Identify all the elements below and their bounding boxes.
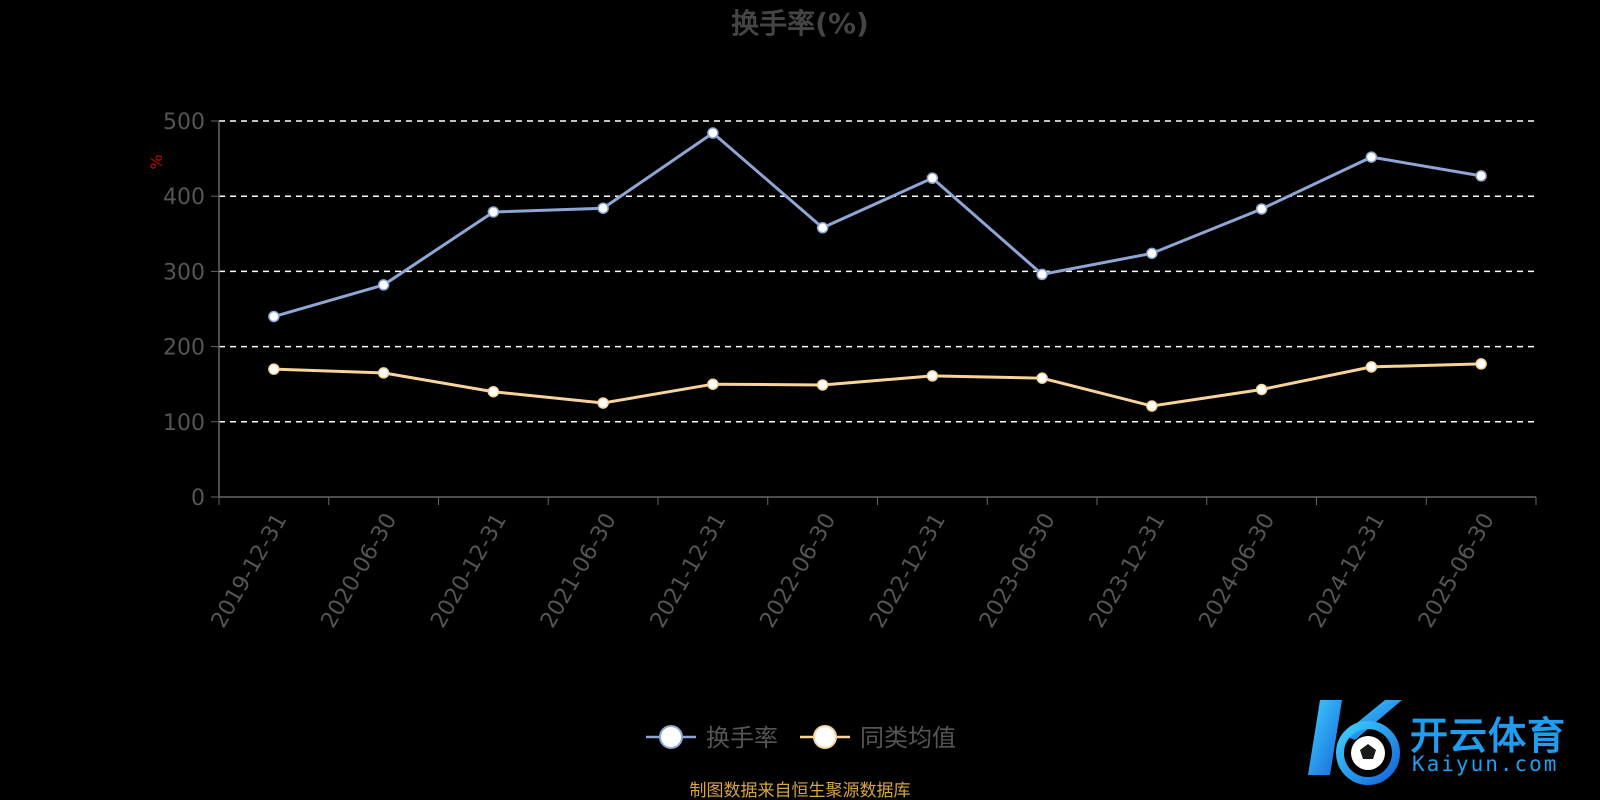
data-point xyxy=(1365,151,1378,163)
x-tick-label: 2025-06-30 xyxy=(1414,509,1500,632)
legend-item-0[interactable]: 换手率 xyxy=(646,724,778,752)
data-point xyxy=(707,378,719,390)
gridlines xyxy=(219,120,1536,423)
y-tick-label-100: 100 xyxy=(163,411,205,436)
data-point xyxy=(1255,383,1268,396)
logo-text-en: Kaiyun.com xyxy=(1412,752,1559,776)
series-lines xyxy=(268,127,1487,412)
data-point xyxy=(1365,361,1378,373)
kaiyun-logo: 开云体育 Kaiyun.com xyxy=(1300,695,1590,790)
series-line-0 xyxy=(273,131,1482,318)
series-0 xyxy=(268,127,1487,323)
data-point xyxy=(377,279,390,291)
x-tick-label: 2020-06-30 xyxy=(317,509,403,632)
data-point xyxy=(1255,203,1268,215)
legend-item-1[interactable]: 同类均值 xyxy=(800,724,956,752)
data-point xyxy=(268,363,280,375)
data-point xyxy=(377,367,390,379)
legend-label: 同类均值 xyxy=(860,724,956,752)
data-point xyxy=(926,370,939,382)
data-point xyxy=(1036,372,1048,384)
x-tick-label: 2023-06-30 xyxy=(975,509,1061,632)
x-tick-label: 2021-06-30 xyxy=(536,509,622,632)
data-point xyxy=(487,206,500,218)
legend-label: 换手率 xyxy=(706,724,778,752)
data-point xyxy=(597,397,609,409)
data-point xyxy=(597,202,609,214)
logo-text-cn: 开云体育 xyxy=(1410,714,1567,758)
chart-title: 换手率(%) xyxy=(731,7,869,40)
y-tick-label-0: 0 xyxy=(191,486,205,511)
legend-marker xyxy=(659,725,683,749)
data-point xyxy=(816,379,829,391)
logo-k-ball-icon xyxy=(1308,700,1402,785)
y-tick-label-500: 500 xyxy=(163,110,205,135)
y-tick-labels: 0 100 200 300 400 500 xyxy=(163,110,205,511)
source-note: 制图数据来自恒生聚源数据库 xyxy=(690,781,911,800)
y-axis-label: % xyxy=(147,154,166,169)
x-tick-label: 2021-12-31 xyxy=(646,509,732,632)
data-point xyxy=(1036,268,1048,281)
y-tick-label-200: 200 xyxy=(163,336,205,361)
x-tick-label: 2019-12-31 xyxy=(207,509,293,632)
data-point xyxy=(1146,400,1158,412)
x-tick-label: 2022-06-30 xyxy=(756,509,842,632)
x-tick-label: 2022-12-31 xyxy=(865,509,951,632)
data-point xyxy=(487,385,500,398)
data-point xyxy=(1146,247,1158,260)
x-tick-labels: 2019-12-31 2020-06-30 2020-12-31 2021-06-30… xyxy=(207,509,1500,632)
x-tick-label: 2020-12-31 xyxy=(426,509,512,632)
data-point xyxy=(816,222,829,234)
y-tick-label-400: 400 xyxy=(163,185,205,210)
data-point xyxy=(1475,170,1487,182)
x-tick-label: 2024-12-31 xyxy=(1304,509,1390,632)
x-tick-label: 2024-06-30 xyxy=(1195,509,1281,632)
data-point xyxy=(1475,358,1487,370)
series-line-1 xyxy=(273,362,1482,408)
data-point xyxy=(707,127,719,139)
axes xyxy=(211,120,1537,505)
series-1 xyxy=(268,358,1487,412)
x-tick-label: 2023-12-31 xyxy=(1085,509,1171,632)
legend-marker xyxy=(813,725,837,749)
y-tick-label-300: 300 xyxy=(163,260,205,285)
legend[interactable]: 换手率 同类均值 xyxy=(646,724,956,752)
data-point xyxy=(268,310,280,323)
data-point xyxy=(926,172,939,184)
